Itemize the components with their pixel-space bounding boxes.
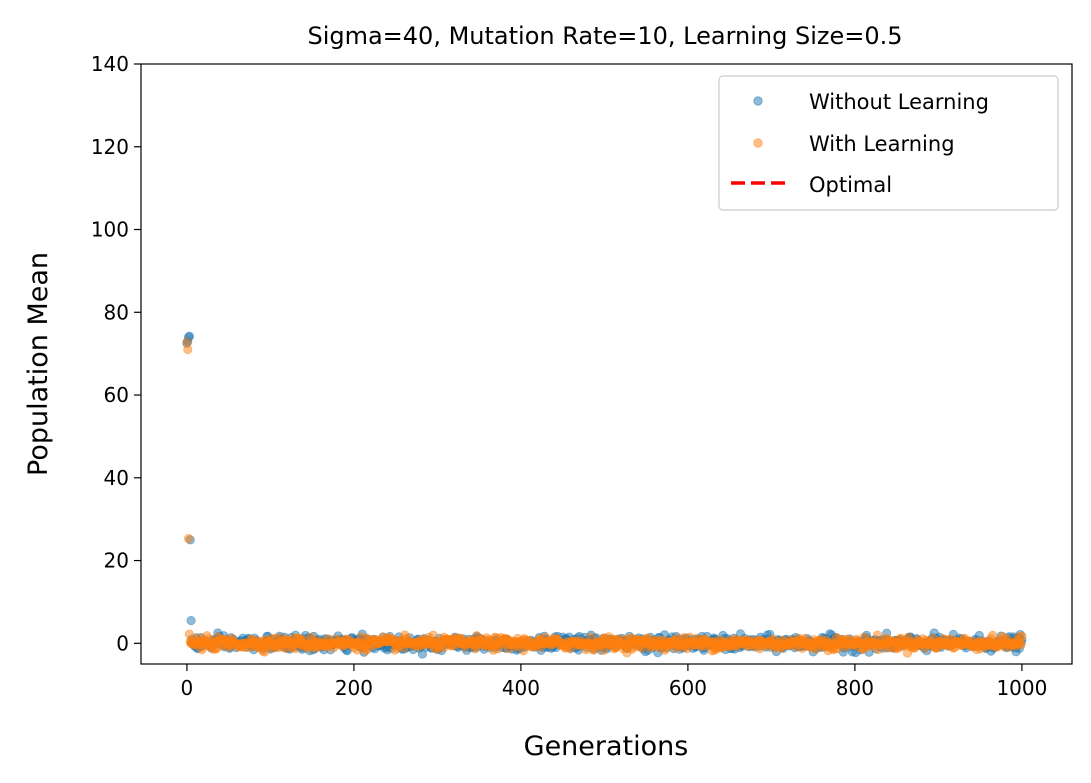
legend-box bbox=[718, 75, 1059, 211]
chart-title: Sigma=40, Mutation Rate=10, Learning Siz… bbox=[307, 22, 902, 50]
x-tick-label: 400 bbox=[502, 676, 540, 700]
legend-marker-with-learning bbox=[753, 138, 763, 148]
point-with-learning bbox=[183, 344, 193, 355]
point-without-learning bbox=[186, 615, 196, 626]
x-tick-label: 200 bbox=[335, 676, 373, 700]
legend-label-without-learning: Without Learning bbox=[809, 90, 989, 114]
point-with-learning bbox=[988, 630, 998, 640]
point-with-learning bbox=[872, 630, 883, 640]
y-tick-label: 60 bbox=[104, 383, 129, 407]
y-axis-ticks: 0 20 40 60 80 100 120 140 bbox=[91, 52, 141, 655]
point-with-learning bbox=[1017, 631, 1027, 641]
legend-marker-without-learning bbox=[753, 96, 763, 106]
x-tick-label: 600 bbox=[669, 676, 707, 700]
x-tick-label: 0 bbox=[181, 676, 194, 700]
x-tick-label: 800 bbox=[836, 676, 874, 700]
point-with-learning bbox=[183, 534, 194, 544]
legend-label-optimal: Optimal bbox=[809, 173, 892, 197]
x-tick-label: 1000 bbox=[996, 676, 1047, 700]
point-with-learning bbox=[1016, 640, 1026, 650]
x-axis-ticks: 0 200 400 600 800 1000 bbox=[181, 664, 1047, 700]
point-with-learning bbox=[185, 636, 195, 646]
data-points-layer bbox=[182, 331, 1027, 659]
plot-frame bbox=[140, 63, 1073, 665]
legend: Without Learning With Learning Optimal bbox=[718, 75, 1059, 211]
y-axis-label: Population Mean bbox=[23, 252, 54, 476]
y-tick-label: 140 bbox=[91, 52, 129, 76]
y-tick-label: 120 bbox=[91, 135, 129, 159]
y-tick-label: 100 bbox=[91, 218, 129, 242]
y-tick-label: 20 bbox=[104, 549, 129, 573]
x-axis-label: Generations bbox=[524, 731, 689, 762]
y-tick-label: 0 bbox=[116, 631, 129, 655]
y-tick-label: 80 bbox=[104, 300, 129, 324]
legend-label-with-learning: With Learning bbox=[809, 132, 955, 156]
y-tick-label: 40 bbox=[104, 466, 129, 490]
